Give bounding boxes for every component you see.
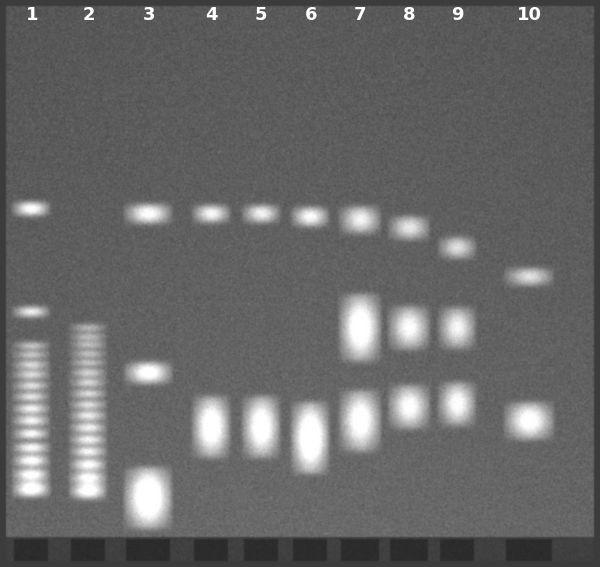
Text: 4: 4 (206, 6, 218, 24)
Text: 7: 7 (354, 6, 366, 24)
Text: 2: 2 (83, 6, 95, 24)
Text: 1: 1 (26, 6, 38, 24)
Text: 9: 9 (452, 6, 464, 24)
Text: 5: 5 (255, 6, 267, 24)
Text: 10: 10 (517, 6, 542, 24)
Text: 6: 6 (305, 6, 317, 24)
Text: 3: 3 (143, 6, 155, 24)
Text: 8: 8 (403, 6, 416, 24)
